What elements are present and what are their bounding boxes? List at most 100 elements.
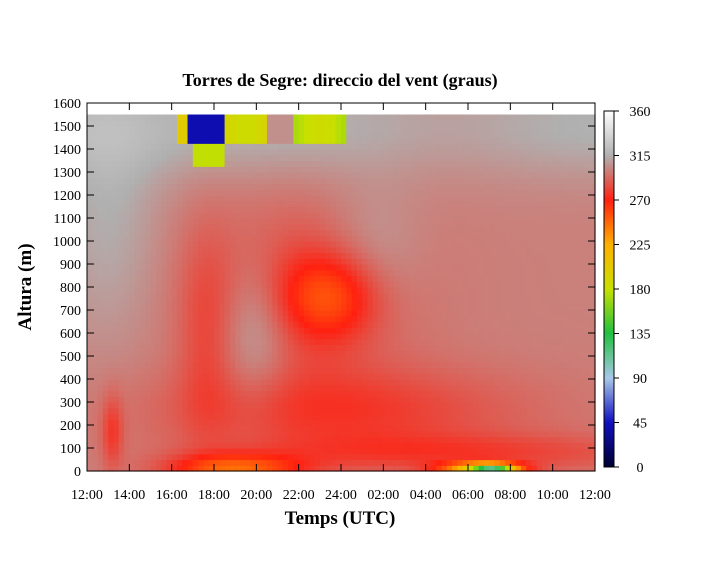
heatmap-cell: [192, 241, 199, 248]
heatmap-cell: [446, 292, 453, 300]
heatmap-cell: [584, 189, 591, 196]
heatmap-cell: [393, 172, 400, 179]
heatmap-cell: [161, 310, 167, 317]
heatmap-cell: [208, 373, 215, 380]
heatmap-cell: [409, 333, 416, 340]
heatmap-cell: [155, 183, 162, 190]
heatmap-cell: [563, 235, 570, 242]
heatmap-cell: [219, 281, 226, 288]
heatmap-cell: [378, 413, 384, 420]
heatmap-cell: [505, 413, 511, 420]
heatmap-cell: [293, 292, 300, 300]
heatmap-cell: [92, 407, 99, 415]
heatmap-cell: [235, 436, 242, 443]
heatmap-cell: [208, 390, 215, 397]
heatmap-cell: [176, 448, 183, 455]
heatmap-cell: [245, 373, 252, 380]
heatmap-cell: [108, 448, 115, 455]
heatmap-cell: [145, 304, 152, 311]
heatmap-cell: [510, 459, 517, 466]
heatmap-cell: [192, 264, 199, 271]
heatmap-cell: [176, 292, 183, 300]
heatmap-cell: [362, 304, 369, 311]
heatmap-cell: [319, 229, 326, 236]
heatmap-cell: [145, 235, 152, 242]
heatmap-cell: [452, 413, 459, 420]
heatmap-cell: [404, 310, 411, 317]
heatmap-cell: [510, 189, 517, 196]
heatmap-cell: [341, 252, 347, 259]
heatmap-cell: [192, 229, 199, 236]
heatmap-cell: [579, 304, 586, 311]
heatmap-cell: [192, 183, 199, 190]
heatmap-cell: [113, 218, 120, 225]
heatmap-cell: [531, 327, 538, 334]
heatmap-cell: [102, 379, 109, 386]
heatmap-cell: [309, 344, 316, 351]
heatmap-cell: [346, 241, 353, 248]
heatmap-cell: [161, 241, 167, 248]
heatmap-cell: [547, 344, 554, 351]
heatmap-cell: [319, 212, 326, 219]
heatmap-cell: [229, 246, 236, 254]
heatmap-cell: [489, 281, 496, 288]
heatmap-cell: [520, 356, 527, 363]
heatmap-cell: [552, 183, 559, 190]
heatmap-cell: [240, 442, 247, 449]
heatmap-cell: [520, 350, 527, 357]
heatmap-cell: [208, 350, 215, 357]
heatmap-cell: [145, 223, 152, 231]
heatmap-cell: [478, 235, 485, 242]
heatmap-cell: [505, 327, 511, 334]
heatmap-cell: [462, 177, 469, 185]
heatmap-cell: [478, 327, 485, 334]
heatmap-cell: [293, 218, 300, 225]
heatmap-cell: [198, 344, 205, 351]
heatmap-cell: [362, 327, 369, 334]
heatmap-cell: [589, 333, 596, 340]
heatmap-cell: [383, 275, 390, 282]
heatmap-cell: [235, 269, 242, 277]
heatmap-cell: [150, 252, 157, 259]
heatmap-cell: [399, 327, 406, 334]
heatmap-cell: [224, 292, 231, 300]
heatmap-cell: [568, 172, 575, 179]
heatmap-cell: [161, 436, 167, 443]
heatmap-cell: [430, 425, 437, 432]
heatmap-cell: [468, 206, 474, 213]
heatmap-cell: [166, 281, 173, 288]
heatmap-cell: [182, 264, 189, 271]
heatmap-cell: [139, 229, 146, 236]
heatmap-cell: [446, 338, 453, 346]
heatmap-cell: [441, 442, 448, 449]
heatmap-cell: [489, 338, 496, 346]
heatmap-cell: [557, 338, 564, 346]
heatmap-cell: [351, 321, 358, 328]
heatmap-cell: [547, 396, 554, 403]
heatmap-cell: [150, 241, 157, 248]
heatmap-cell: [520, 246, 527, 254]
heatmap-cell: [124, 269, 130, 277]
heatmap-cell: [219, 407, 226, 415]
heatmap-cell: [240, 402, 247, 409]
heatmap-cell: [425, 361, 432, 369]
heatmap-cell: [224, 379, 231, 386]
heatmap-cell: [505, 287, 511, 294]
heatmap-cell: [568, 465, 575, 472]
heatmap-cell: [452, 430, 459, 438]
heatmap-cell: [536, 183, 543, 190]
heatmap-cell: [198, 269, 205, 277]
heatmap-cell: [256, 425, 263, 432]
heatmap-cell: [129, 453, 136, 461]
heatmap-cell: [589, 229, 596, 236]
heatmap-cell: [457, 344, 464, 351]
heatmap-cell: [452, 344, 459, 351]
heatmap-cell: [478, 206, 485, 213]
heatmap-cell: [341, 258, 347, 265]
heatmap-cell: [536, 384, 543, 392]
heatmap-cell: [505, 430, 511, 438]
heatmap-cell: [446, 321, 453, 328]
heatmap-cell: [362, 287, 369, 294]
heatmap-cell: [430, 448, 437, 455]
heatmap-cell: [113, 287, 120, 294]
